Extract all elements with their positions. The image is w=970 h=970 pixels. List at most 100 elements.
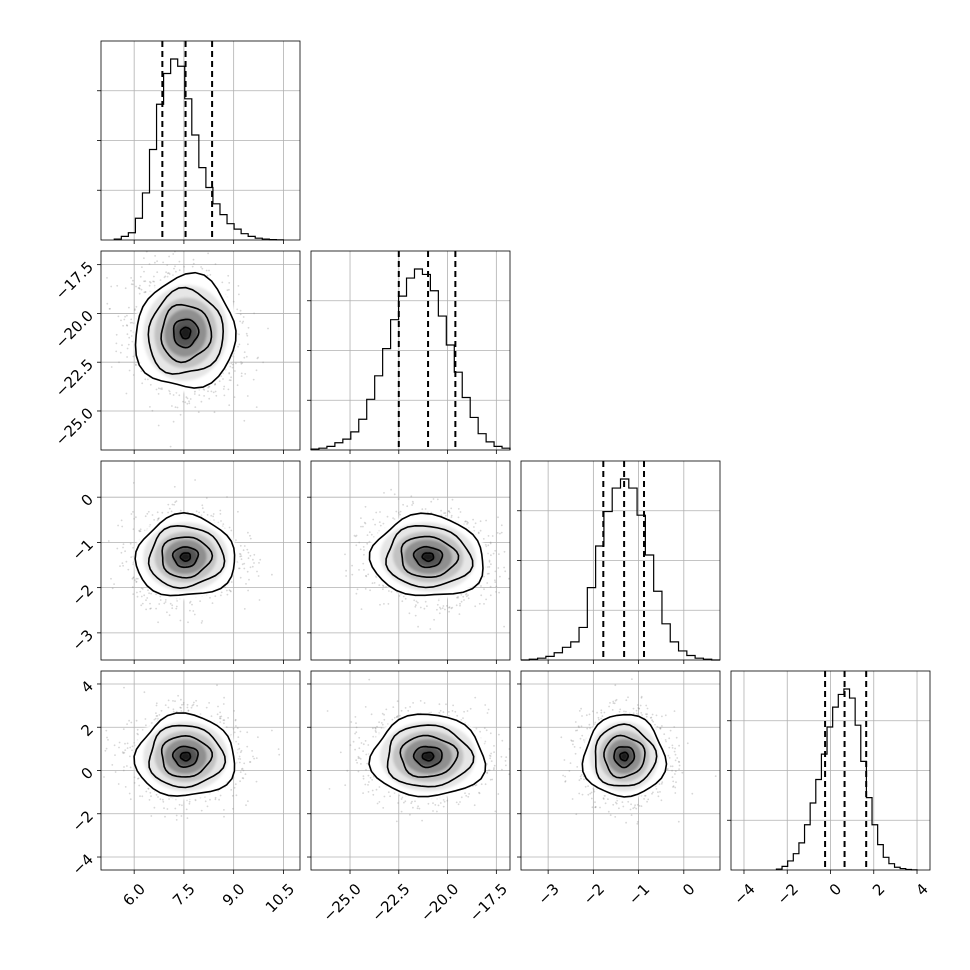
sample-point — [132, 546, 135, 549]
sample-point — [158, 517, 160, 519]
sample-point — [245, 332, 248, 335]
sample-point — [144, 378, 147, 381]
sample-point — [467, 597, 470, 600]
sample-point — [143, 257, 145, 260]
histogram-0 — [113, 58, 285, 241]
sample-point — [116, 284, 119, 287]
sample-point — [153, 280, 156, 283]
sample-point — [121, 562, 124, 565]
sample-point — [198, 511, 201, 514]
sample-point — [173, 503, 176, 506]
sample-point — [202, 388, 205, 390]
sample-point — [487, 552, 489, 555]
sample-point — [166, 264, 169, 266]
sample-point — [131, 340, 134, 343]
sample-point — [358, 569, 360, 571]
sample-point — [222, 388, 225, 390]
sample-point — [498, 591, 500, 594]
sample-point — [239, 313, 242, 316]
sample-point — [182, 701, 185, 704]
sample-point — [486, 582, 489, 584]
sample-point — [140, 288, 143, 291]
sample-point — [122, 546, 124, 549]
sample-point — [172, 420, 175, 423]
sample-point — [451, 498, 454, 501]
sample-point — [136, 595, 139, 598]
sample-point — [503, 566, 505, 569]
sample-point — [499, 575, 501, 578]
sample-point — [147, 589, 149, 592]
sample-point — [253, 312, 256, 315]
density-fill — [133, 273, 238, 393]
sample-point — [351, 564, 353, 567]
sample-point — [413, 599, 416, 602]
sample-point — [373, 582, 376, 584]
sample-point — [132, 355, 135, 358]
sample-point — [120, 319, 122, 322]
sample-point — [366, 534, 369, 536]
sample-point — [457, 516, 460, 519]
sample-point — [180, 710, 183, 712]
sample-point — [490, 563, 492, 566]
sample-point — [416, 601, 419, 604]
sample-point — [206, 514, 209, 516]
sample-point — [383, 603, 385, 605]
sample-point — [230, 362, 233, 365]
sample-point — [141, 602, 144, 605]
sample-point — [175, 270, 177, 273]
sample-point — [485, 598, 487, 601]
sample-point — [180, 698, 182, 701]
sample-point — [465, 592, 468, 595]
sample-point — [129, 798, 132, 801]
sample-point — [150, 795, 152, 798]
sample-point — [249, 554, 252, 557]
sample-point — [204, 800, 207, 803]
sample-point — [166, 275, 169, 278]
sample-point — [436, 498, 439, 501]
sample-point — [212, 515, 215, 518]
histogram-2 — [521, 478, 720, 661]
sample-point — [355, 592, 358, 595]
sample-point — [214, 595, 217, 597]
y-tick-label: −3 — [69, 626, 97, 654]
sample-point — [378, 521, 381, 523]
sample-point — [122, 564, 124, 567]
sample-point — [345, 575, 347, 577]
sample-point — [227, 274, 230, 277]
sample-point — [185, 808, 188, 811]
sample-point — [147, 378, 149, 381]
sample-point — [159, 798, 162, 801]
sample-point — [197, 411, 200, 413]
sample-point — [229, 365, 232, 368]
sample-point — [199, 600, 202, 602]
sample-point — [249, 537, 252, 540]
sample-point — [379, 603, 381, 606]
sample-point — [248, 578, 250, 581]
sample-point — [237, 285, 240, 287]
sample-point — [458, 613, 461, 615]
sample-point — [392, 517, 394, 519]
sample-point — [450, 607, 453, 610]
sample-point — [228, 589, 231, 592]
sample-point — [228, 526, 231, 529]
sample-point — [222, 523, 225, 525]
sample-point — [399, 510, 402, 513]
sample-point — [198, 394, 201, 396]
sample-point — [487, 535, 490, 537]
sample-point — [240, 362, 243, 365]
sample-point — [192, 258, 195, 261]
sample-point — [243, 567, 246, 570]
sample-point — [143, 291, 146, 294]
sample-point — [235, 539, 237, 541]
sample-point — [214, 383, 217, 385]
sample-point — [154, 261, 156, 264]
sample-point — [154, 255, 157, 257]
sample-point — [137, 287, 140, 289]
sample-point — [164, 275, 167, 278]
sample-point — [462, 595, 465, 598]
sample-point — [145, 608, 148, 611]
sample-point — [238, 343, 241, 346]
sample-point — [503, 625, 505, 628]
sample-point — [497, 516, 499, 519]
sample-point — [362, 525, 364, 528]
